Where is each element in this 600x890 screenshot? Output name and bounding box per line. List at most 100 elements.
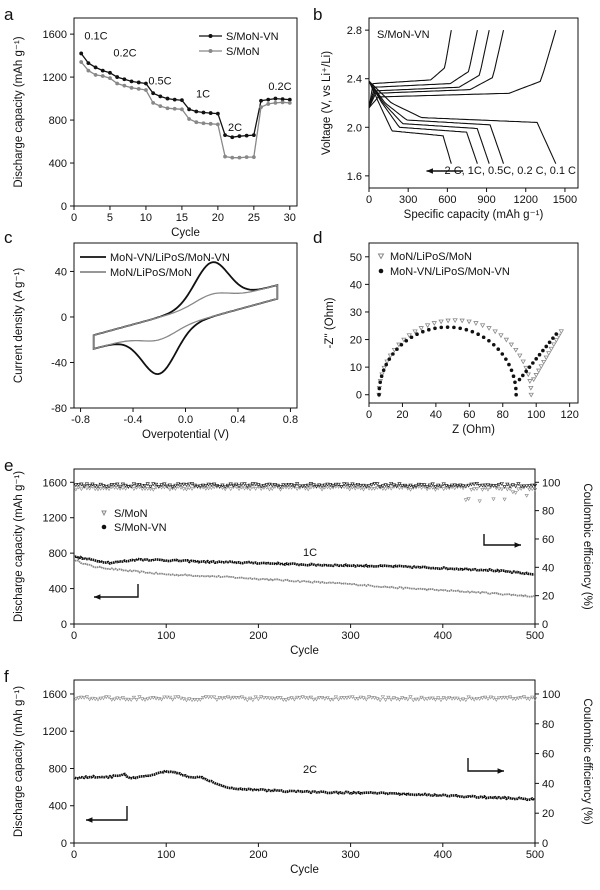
y2-tick-label: 60 (542, 534, 554, 546)
efficiency-point (411, 698, 416, 703)
data-point (79, 60, 84, 64)
efficiency-point (104, 695, 109, 700)
data-point (553, 338, 559, 343)
efficiency-point (485, 483, 491, 488)
data-point (259, 98, 263, 103)
efficiency-point (120, 486, 125, 491)
y-tick-label: 1200 (43, 513, 67, 525)
x-tick-label: 120 (560, 409, 578, 421)
efficiency-point (101, 484, 106, 488)
efficiency-point (104, 485, 109, 489)
x-tick-label: 10 (140, 212, 152, 224)
x-tick-label: 0 (366, 194, 372, 206)
efficiency-point (178, 483, 184, 487)
efficiency-point (474, 487, 480, 491)
efficiency-point (447, 695, 452, 700)
efficiency-point (228, 487, 233, 492)
efficiency-point (220, 483, 225, 488)
efficiency-point (447, 486, 452, 491)
efficiency-point (339, 485, 344, 489)
x-tick-label: 5 (107, 212, 113, 224)
efficiency-point (422, 483, 427, 488)
efficiency-point (400, 484, 405, 488)
data-point (412, 329, 418, 335)
y-tick-label: 400 (49, 801, 67, 813)
efficiency-point (184, 487, 189, 492)
efficiency-point (159, 483, 164, 488)
data-point (122, 83, 127, 88)
efficiency-point (245, 698, 250, 703)
x-tick-label: 600 (438, 194, 456, 206)
cv-curve (93, 284, 278, 350)
efficiency-point (181, 482, 186, 487)
efficiency-point (458, 698, 463, 702)
efficiency-point (275, 483, 280, 488)
efficiency-point (259, 484, 264, 489)
efficiency-point (311, 483, 316, 488)
rate-annotation: 2 C, 1C, 0.5C, 0.2 C, 0.1 C (445, 165, 577, 177)
data-point (115, 75, 120, 79)
data-point (100, 68, 105, 73)
y-axis-label: Current density (A g⁻¹) (13, 268, 25, 384)
panel-e: e0 100 200 300 400 50004008001200160002040608… (4, 456, 593, 657)
data-point (387, 353, 394, 359)
data-point (531, 361, 535, 365)
x-tick-label: 1500 (553, 194, 577, 206)
efficiency-point (256, 697, 261, 702)
plot-frame (368, 242, 579, 404)
data-point (86, 68, 91, 73)
efficiency-point (126, 697, 131, 702)
efficiency-point (173, 483, 178, 488)
legend-label: S/MoN (226, 46, 260, 58)
y-tick-label: 0 (61, 838, 67, 850)
efficiency-point (483, 483, 488, 488)
efficiency-point (441, 696, 446, 700)
data-point (259, 105, 263, 110)
panel-b: b 0 300 600 900 1200 1500 1.6 2.0 2.4 2.8 Specific … (313, 5, 579, 221)
efficiency-point (129, 484, 134, 489)
capacity-axis-arrow (94, 584, 139, 598)
data-point (93, 73, 98, 77)
x-tick-label: 40 (430, 409, 442, 421)
efficiency-point (278, 485, 283, 489)
data-point (381, 365, 387, 371)
efficiency-point (106, 484, 112, 489)
efficiency-point (422, 697, 427, 702)
efficiency-point (510, 697, 515, 701)
data-point (439, 325, 444, 330)
data-point (524, 369, 528, 374)
efficiency-point (463, 698, 468, 703)
efficiency-point (123, 487, 128, 491)
data-point (445, 318, 451, 324)
efficiency-point (460, 484, 466, 489)
efficiency-point (477, 484, 482, 488)
x-tick-label: 300 (399, 194, 417, 206)
efficiency-point (134, 698, 139, 702)
capacity-series (74, 769, 535, 802)
rate-label: 0.2C (268, 81, 291, 93)
x-tick-label: 500 (526, 630, 544, 642)
data-point (452, 325, 456, 330)
y-axis-label: -Z'' (Ohm) (324, 297, 336, 348)
efficiency-point (295, 482, 300, 486)
data-point (511, 374, 516, 379)
data-point (496, 347, 501, 351)
efficiency-point (87, 697, 92, 702)
efficiency-point (391, 483, 397, 488)
efficiency-point (115, 696, 120, 701)
data-point (523, 365, 529, 371)
efficiency-point (115, 482, 120, 487)
efficiency-point (532, 487, 538, 492)
efficiency-point (502, 485, 507, 489)
arrow-head (426, 168, 433, 174)
efficiency-point (270, 487, 275, 491)
efficiency-point (167, 487, 173, 492)
x-tick-label: 400 (434, 849, 452, 861)
y-tick-label: 800 (49, 548, 67, 560)
efficiency-point (134, 483, 139, 488)
efficiency-point (364, 485, 369, 490)
efficiency-point (485, 487, 491, 492)
y2-tick-label: 100 (542, 689, 560, 701)
efficiency-point (436, 483, 441, 488)
efficiency-point (104, 486, 109, 491)
